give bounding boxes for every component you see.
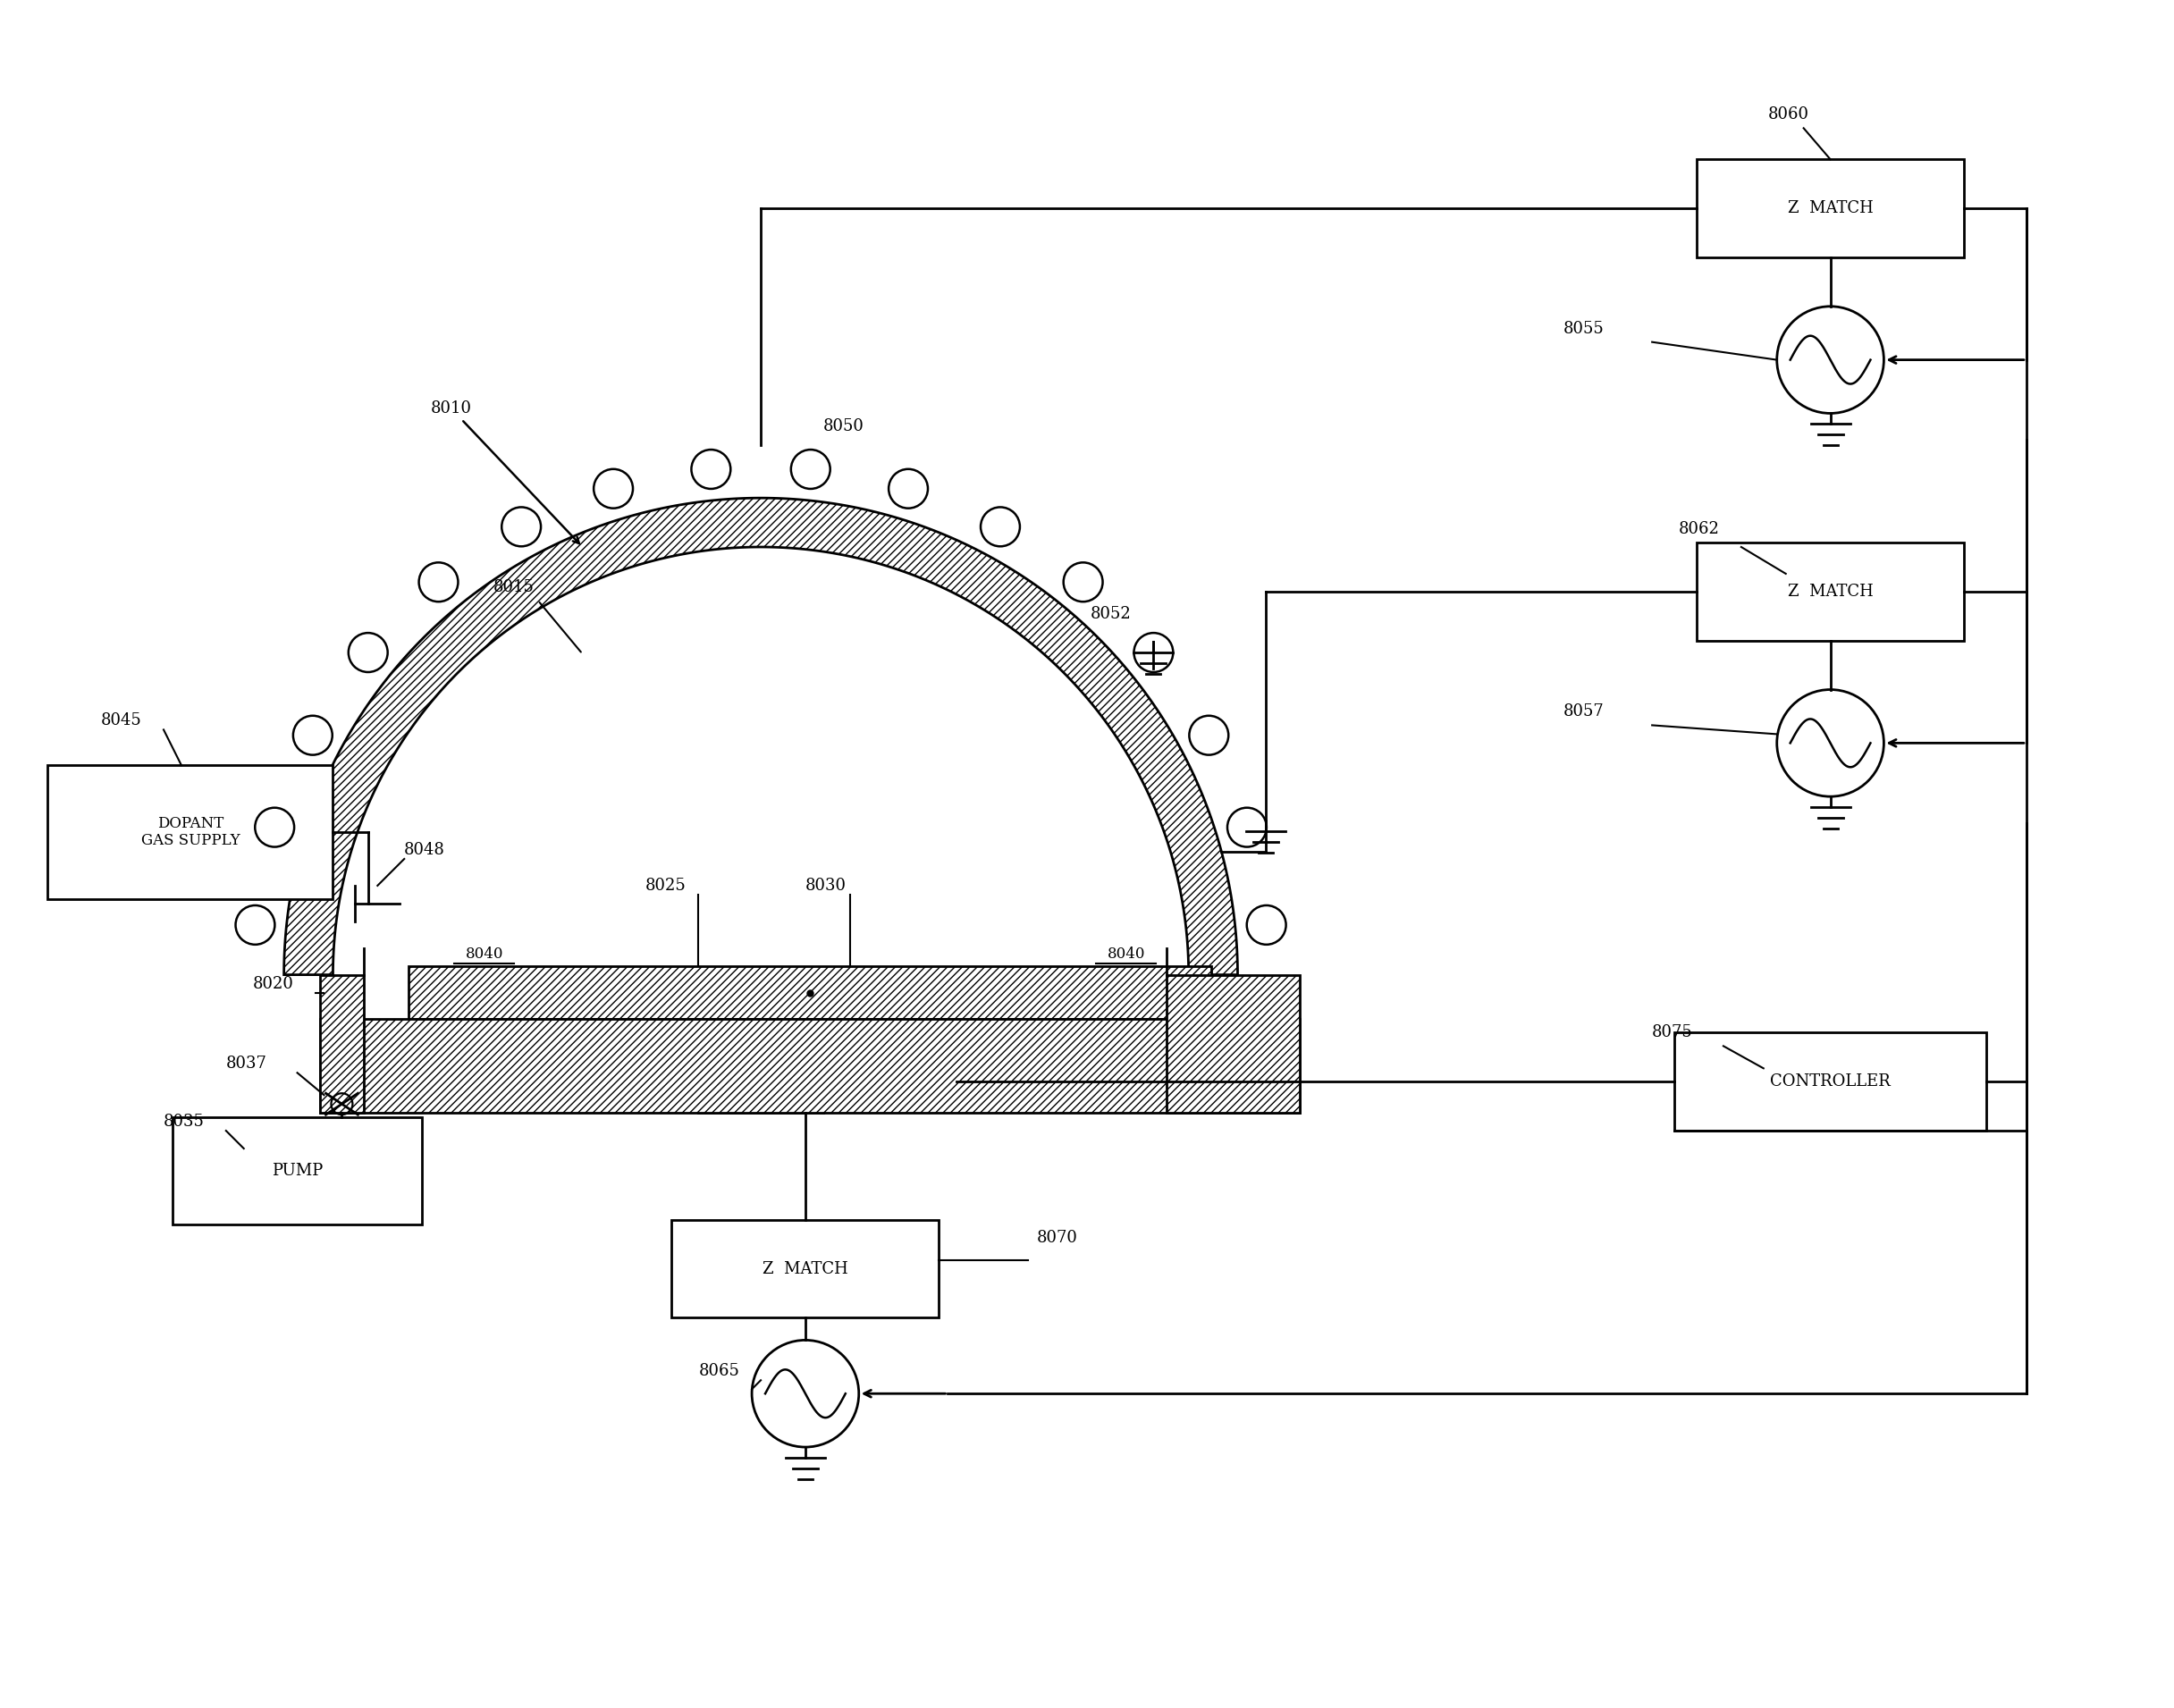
Text: 8030: 8030 [804,878,846,893]
Polygon shape [320,975,363,1114]
Text: CONTROLLER: CONTROLLER [1770,1074,1891,1090]
Bar [1696,543,1963,640]
Polygon shape [320,1020,1300,1114]
Text: 8025: 8025 [646,878,685,893]
Text: 8050: 8050 [824,418,865,436]
Text: Z  MATCH: Z MATCH [1787,200,1874,217]
Polygon shape [1165,975,1300,1114]
Text: 8045: 8045 [102,712,141,729]
Text: 8037: 8037 [226,1056,267,1073]
Text: 8055: 8055 [1563,321,1604,336]
Text: 8052: 8052 [1091,606,1130,622]
Text: Z  MATCH: Z MATCH [763,1261,848,1278]
Bar [1674,1033,1987,1131]
Text: DOPANT
GAS SUPPLY: DOPANT GAS SUPPLY [141,816,239,849]
Text: 8065: 8065 [698,1363,739,1380]
Text: 8070: 8070 [1037,1230,1078,1245]
Text: 8020: 8020 [252,975,293,992]
Text: 8040: 8040 [1107,946,1146,962]
Text: 8015: 8015 [493,579,535,594]
Polygon shape [285,499,1237,975]
Text: 8057: 8057 [1563,704,1604,719]
Text: 8048: 8048 [404,842,446,857]
Text: 8040: 8040 [465,946,504,962]
Polygon shape [409,965,1211,1020]
Bar [1696,159,1963,258]
Bar [672,1220,939,1319]
Text: 8075: 8075 [1652,1025,1694,1040]
Text: 8010: 8010 [430,401,578,543]
Bar [48,765,333,898]
Text: 8060: 8060 [1767,106,1809,123]
Text: Z  MATCH: Z MATCH [1787,584,1874,600]
Text: 8035: 8035 [163,1114,204,1129]
Bar [172,1117,422,1225]
Text: 8062: 8062 [1678,521,1720,538]
Text: PUMP: PUMP [272,1163,324,1179]
